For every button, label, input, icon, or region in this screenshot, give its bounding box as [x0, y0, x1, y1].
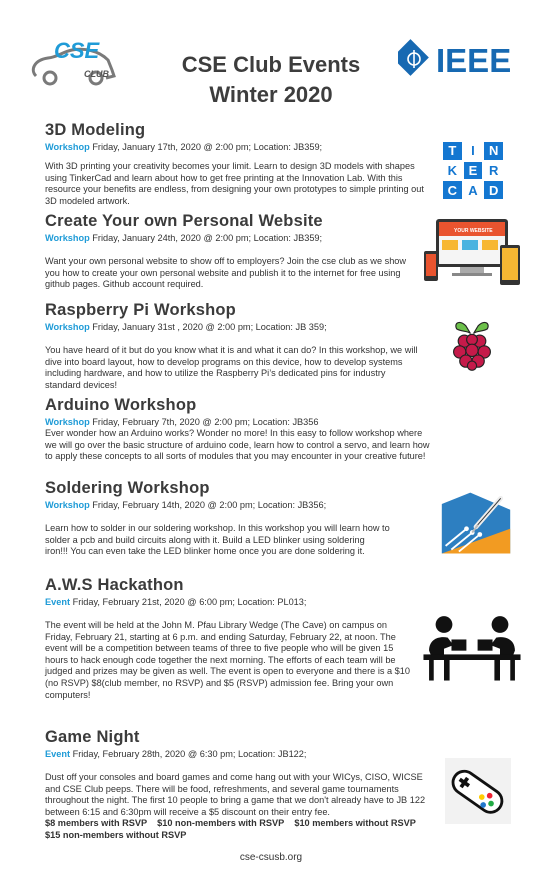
- screen-text: YOUR WEBSITE: [454, 228, 493, 234]
- price-list-line-1: $8 members with RSVP $10 non-members wit…: [45, 818, 416, 829]
- event-tag: Workshop: [45, 233, 90, 243]
- event-title: 3D Modeling: [45, 121, 146, 139]
- soldering-iron-icon: [441, 492, 511, 554]
- event-title: A.W.S Hackathon: [45, 576, 184, 594]
- event-description: Want your own personal website to show o…: [45, 256, 407, 290]
- event-description: Learn how to solder in our soldering wor…: [45, 523, 390, 557]
- event-tag: Workshop: [45, 417, 90, 427]
- event-title: Raspberry Pi Workshop: [45, 301, 236, 319]
- tinkercad-letter: K: [443, 161, 462, 180]
- event-arduino: Arduino Workshop Workshop Friday, Februa…: [45, 396, 433, 463]
- event-tag: Event: [45, 597, 71, 607]
- ieee-text: IEEE: [436, 42, 511, 79]
- event-title: Arduino Workshop: [45, 396, 197, 414]
- event-details: Friday, February 21st, 2020 @ 6:00 pm; L…: [70, 597, 307, 607]
- tinkercad-letter: I: [463, 142, 483, 160]
- event-details: Friday, January 24th, 2020 @ 2:00 pm; Lo…: [89, 233, 323, 243]
- event-3d-modeling: 3D Modeling Workshop Friday, January 17t…: [45, 121, 437, 207]
- event-details: Friday, February 14th, 2020 @ 2:00 pm; L…: [89, 500, 327, 510]
- title-line-1: CSE Club Events: [181, 52, 361, 77]
- event-title: Game Night: [45, 728, 140, 746]
- tinkercad-letter: A: [463, 181, 483, 199]
- event-tag: Workshop: [45, 142, 90, 152]
- game-controller-icon: [445, 758, 511, 824]
- event-title: Soldering Workshop: [45, 479, 210, 497]
- event-details: Friday, January 31st , 2020 @ 2:00 pm; L…: [89, 322, 327, 332]
- event-title: Create Your own Personal Website: [45, 212, 323, 230]
- footer-website: cse-csusb.org: [239, 852, 303, 863]
- tinkercad-letter: R: [484, 161, 503, 180]
- price-list-line-2: $15 non-members without RSVP: [45, 829, 187, 840]
- raspberry-pi-icon: [453, 321, 491, 371]
- event-details: Friday, January 17th, 2020 @ 2:00 pm; Lo…: [92, 142, 323, 152]
- event-tag: Workshop: [45, 322, 90, 332]
- event-raspberry-pi: Raspberry Pi Workshop Workshop Friday, J…: [45, 301, 420, 391]
- page-title: CSE Club Events Winter 2020: [150, 50, 392, 110]
- tinkercad-logo-icon: T I N K E R C A D: [443, 142, 503, 199]
- tinkercad-letter: D: [484, 181, 503, 199]
- event-soldering: Soldering Workshop Workshop Friday, Febr…: [45, 479, 390, 558]
- tinkercad-letter: C: [443, 181, 462, 199]
- event-tag: Workshop: [45, 500, 90, 510]
- event-description: Ever wonder how an Arduino works? Wonder…: [45, 428, 430, 462]
- title-line-2: Winter 2020: [209, 82, 333, 107]
- hackathon-coders-icon: [423, 616, 521, 681]
- event-aws-hackathon: A.W.S Hackathon Event Friday, February 2…: [45, 576, 410, 701]
- cse-logo-sub: CLUB: [84, 69, 109, 79]
- cse-logo-text: CSE: [54, 38, 101, 63]
- tinkercad-letter: N: [484, 142, 503, 160]
- event-details: Friday, February 28th, 2020 @ 6:30 pm; L…: [70, 749, 307, 759]
- tinkercad-letter: T: [443, 142, 462, 160]
- event-game-night: Game Night Event Friday, February 28th, …: [45, 728, 433, 842]
- event-description: The event will be held at the John M. Pf…: [45, 620, 411, 700]
- event-details: Friday, February 7th, 2020 @ 2:00 pm; Lo…: [89, 417, 319, 427]
- event-description: You have heard of it but do you know wha…: [45, 345, 418, 390]
- tinkercad-letter: E: [463, 161, 483, 180]
- ieee-logo: IEEE: [398, 39, 511, 79]
- event-personal-website: Create Your own Personal Website Worksho…: [45, 212, 407, 291]
- event-tag: Event: [45, 749, 71, 759]
- event-description: Dust off your consoles and board games a…: [45, 772, 426, 817]
- website-devices-icon: YOUR WEBSITE: [424, 219, 520, 285]
- event-description: With 3D printing your creativity becomes…: [45, 161, 424, 206]
- cse-club-logo: CSE CLUB: [31, 38, 116, 86]
